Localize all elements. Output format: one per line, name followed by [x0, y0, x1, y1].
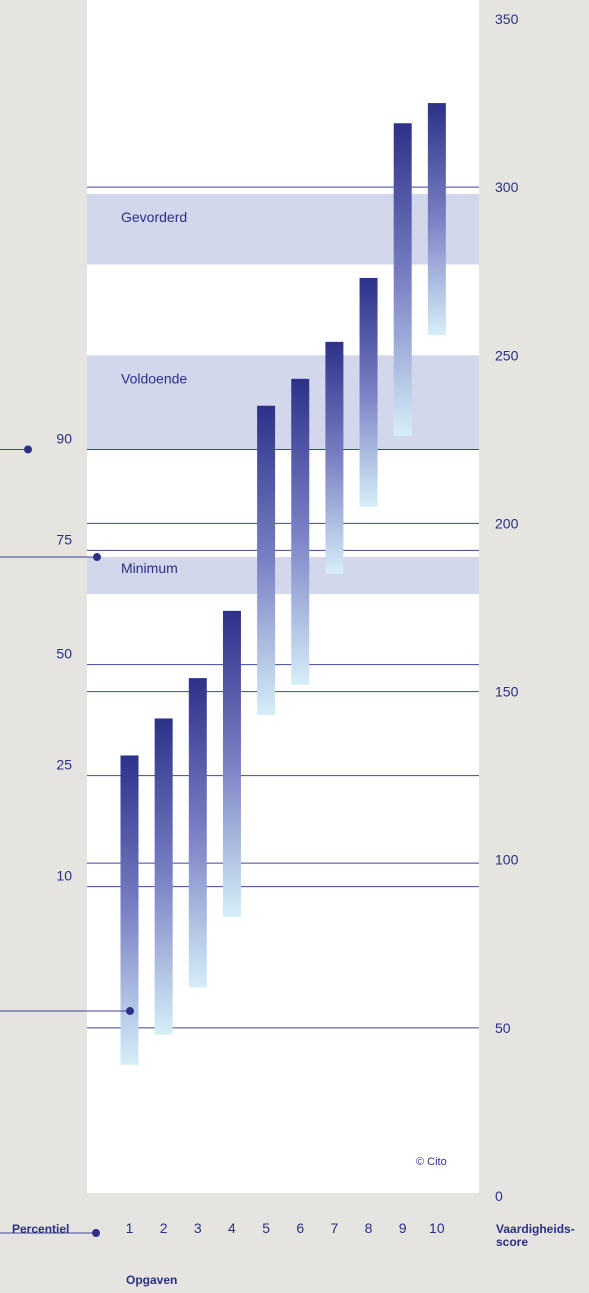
score-tick-100: 100 [495, 852, 519, 868]
percentile-tick-50: 50 [56, 646, 72, 662]
x-tick-8: 8 [365, 1220, 373, 1236]
bar-item-5 [257, 405, 276, 716]
copyright-label: © Cito [416, 1156, 447, 1168]
pointer-dot-low-marker [126, 1007, 134, 1016]
band-label-minimum: Minimum [121, 560, 178, 576]
pointer-dot-percentile-75 [93, 553, 101, 562]
bar-item-10 [427, 103, 446, 336]
percentile-tick-10: 10 [56, 868, 72, 884]
bar-item-1 [120, 755, 139, 1065]
score-tick-350: 350 [495, 11, 519, 27]
percentile-tick-75: 75 [56, 531, 72, 547]
score-axis-label-line1: Vaardigheids- [496, 1222, 575, 1236]
percentile-axis-label: Percentiel [12, 1222, 69, 1236]
x-tick-10: 10 [429, 1220, 445, 1236]
x-tick-9: 9 [399, 1220, 407, 1236]
bar-item-2 [154, 718, 173, 1035]
plot-area [87, 0, 479, 1193]
band-minimum [87, 557, 479, 595]
pointer-dot-percentile-90 [24, 445, 32, 454]
score-tick-300: 300 [495, 179, 519, 195]
x-tick-3: 3 [194, 1220, 202, 1236]
band-gevorderd [87, 193, 479, 265]
score-axis-label-line2: score [496, 1235, 528, 1249]
x-tick-1: 1 [126, 1220, 134, 1236]
bar-item-6 [291, 378, 310, 685]
score-tick-150: 150 [495, 684, 519, 700]
x-tick-6: 6 [296, 1220, 304, 1236]
x-axis-label: Opgaven [126, 1273, 177, 1287]
bar-item-7 [325, 341, 344, 574]
bar-item-8 [359, 277, 378, 507]
score-tick-0: 0 [495, 1188, 503, 1204]
band-label-voldoende: Voldoende [121, 370, 187, 386]
x-tick-7: 7 [331, 1220, 339, 1236]
score-tick-200: 200 [495, 515, 519, 531]
bar-item-4 [222, 610, 241, 917]
percentile-tick-25: 25 [56, 757, 72, 773]
score-axis-label: Vaardigheids- score [496, 1222, 578, 1249]
x-tick-4: 4 [228, 1220, 236, 1236]
bar-item-9 [393, 123, 412, 436]
x-tick-2: 2 [160, 1220, 168, 1236]
band-label-gevorderd: Gevorderd [121, 209, 187, 225]
bar-item-3 [188, 678, 207, 988]
band-voldoende [87, 355, 479, 450]
pointer-dot-zero-marker [92, 1228, 100, 1237]
x-tick-5: 5 [262, 1220, 270, 1236]
score-tick-250: 250 [495, 347, 519, 363]
percentile-tick-90: 90 [56, 430, 72, 446]
score-tick-50: 50 [495, 1020, 511, 1036]
